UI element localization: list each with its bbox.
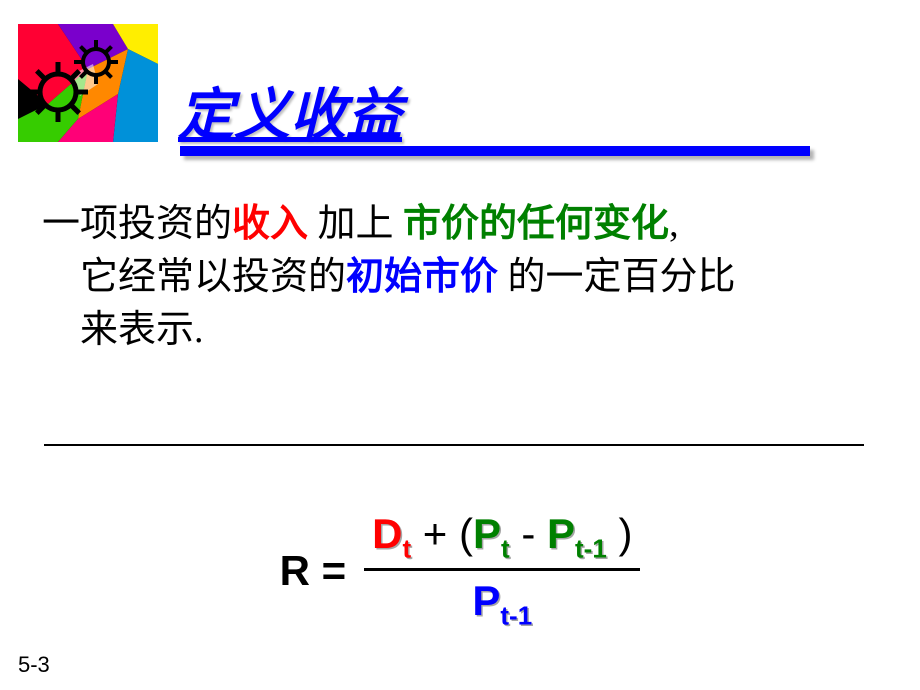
- formula-close: ): [607, 510, 633, 557]
- body-text: 一项投资的收入 加上 市价的任何变化, 它经常以投资的初始市价 的一定百分比 来…: [42, 198, 878, 358]
- formula-Pt-sub: t: [501, 533, 510, 563]
- decorative-icon: [18, 24, 158, 142]
- formula-Pt: P: [473, 510, 501, 557]
- formula-Pd: P: [472, 577, 500, 624]
- text-initial-price: 初始市价: [346, 256, 498, 298]
- formula-Pd-sub: t-1: [500, 601, 532, 631]
- return-formula: R = Dt + (Pt - Pt-1 ) Pt-1: [0, 510, 920, 632]
- formula-Pt1: P: [547, 510, 575, 557]
- title-underline: [180, 146, 810, 156]
- formula-R: R =: [280, 547, 347, 595]
- formula-Pt1-sub: t-1: [575, 533, 607, 563]
- formula-fraction: Dt + (Pt - Pt-1 ) Pt-1: [364, 510, 640, 632]
- text-span: 它经常以投资的: [80, 256, 346, 298]
- formula-minus: -: [510, 510, 547, 557]
- text-span: 来表示.: [42, 304, 878, 357]
- text-span: 的一定百分比: [498, 256, 736, 298]
- text-span: ,: [669, 203, 679, 245]
- slide-title: 定义收益: [178, 70, 402, 151]
- text-span: 一项投资的: [42, 203, 232, 245]
- formula-plus: + (: [411, 510, 473, 557]
- formula-D: D: [372, 510, 402, 557]
- page-number: 5-3: [18, 652, 50, 678]
- text-span: 加上: [308, 203, 403, 245]
- formula-D-sub: t: [402, 533, 411, 563]
- text-price-change: 市价的任何变化: [403, 203, 669, 245]
- text-income: 收入: [232, 203, 308, 245]
- divider-line: [44, 444, 864, 446]
